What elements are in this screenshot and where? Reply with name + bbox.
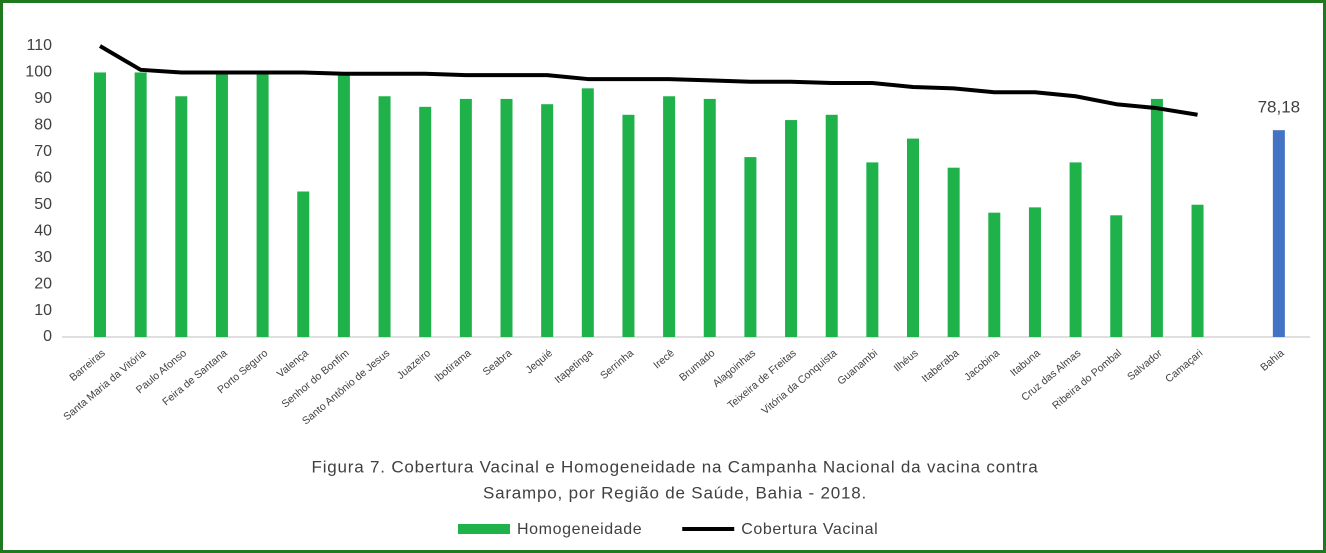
bar xyxy=(1150,98,1163,337)
y-tick-label: 0 xyxy=(43,328,52,345)
bar xyxy=(1069,162,1082,337)
bar xyxy=(1110,215,1123,337)
bar xyxy=(622,114,635,337)
bar xyxy=(541,104,554,337)
legend-label: Cobertura Vacinal xyxy=(741,521,878,538)
line xyxy=(98,44,1198,117)
legend-label: Homogeneidade xyxy=(517,521,642,538)
bar xyxy=(866,162,879,337)
bar xyxy=(907,138,919,337)
bar xyxy=(988,212,1001,337)
bar xyxy=(337,75,350,337)
bar xyxy=(459,98,472,337)
bar xyxy=(1028,207,1041,337)
y-tick-label: 110 xyxy=(26,37,52,54)
legend-swatch xyxy=(458,524,510,534)
y-tick-label: 90 xyxy=(34,90,52,107)
bar xyxy=(378,96,391,337)
y-tick-label: 40 xyxy=(34,222,52,239)
bar xyxy=(94,72,106,338)
bar xyxy=(703,98,716,337)
bar xyxy=(419,106,432,337)
bar xyxy=(256,72,269,338)
bar xyxy=(215,72,228,338)
chart-title: Sarampo, por Região de Saúde, Bahia - 20… xyxy=(483,483,867,502)
bar xyxy=(500,98,513,337)
y-tick-label: 10 xyxy=(34,302,52,319)
bar xyxy=(1191,204,1204,337)
chart-title: Figura 7. Cobertura Vacinal e Homogeneid… xyxy=(312,457,1039,476)
data-label: 78,18 xyxy=(1258,98,1301,117)
y-tick-label: 50 xyxy=(34,196,52,213)
bar xyxy=(785,120,798,337)
bar xyxy=(297,191,310,337)
y-tick-label: 60 xyxy=(34,169,52,186)
bar xyxy=(1272,130,1285,337)
bar xyxy=(825,114,838,337)
bar xyxy=(744,157,757,337)
y-tick-label: 20 xyxy=(34,275,52,292)
bar xyxy=(663,96,676,337)
bar xyxy=(581,88,594,337)
bar xyxy=(175,96,188,337)
bar xyxy=(947,167,960,337)
y-tick-label: 30 xyxy=(34,249,52,266)
y-tick-label: 80 xyxy=(34,117,52,134)
y-tick-label: 70 xyxy=(34,143,52,160)
y-tick-label: 100 xyxy=(25,64,52,81)
bar xyxy=(134,72,147,338)
